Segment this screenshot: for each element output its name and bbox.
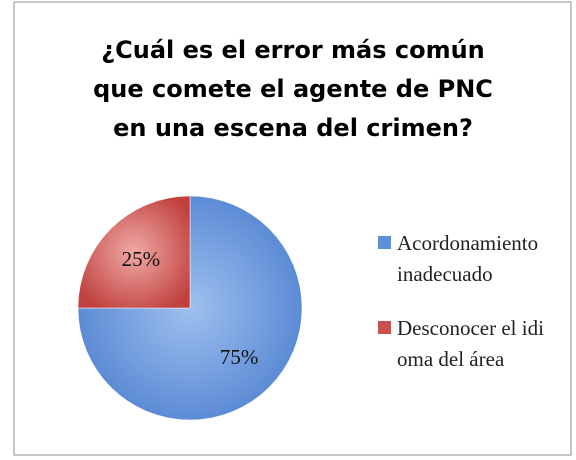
legend-swatch: [378, 321, 391, 334]
legend-label: Acordonamiento inadecuado: [397, 231, 539, 286]
legend-swatch: [378, 236, 391, 249]
chart-title: en una escena del crimen?: [113, 114, 473, 142]
data-label: 75%: [220, 345, 259, 369]
legend-label: Desconocer el idioma del área: [397, 316, 544, 371]
data-label: 25%: [122, 247, 161, 271]
chart-title: ¿Cuál es el error más común: [101, 36, 485, 64]
chart-title: que comete el agente de PNC: [93, 75, 493, 103]
pie-slice: [77, 195, 191, 309]
